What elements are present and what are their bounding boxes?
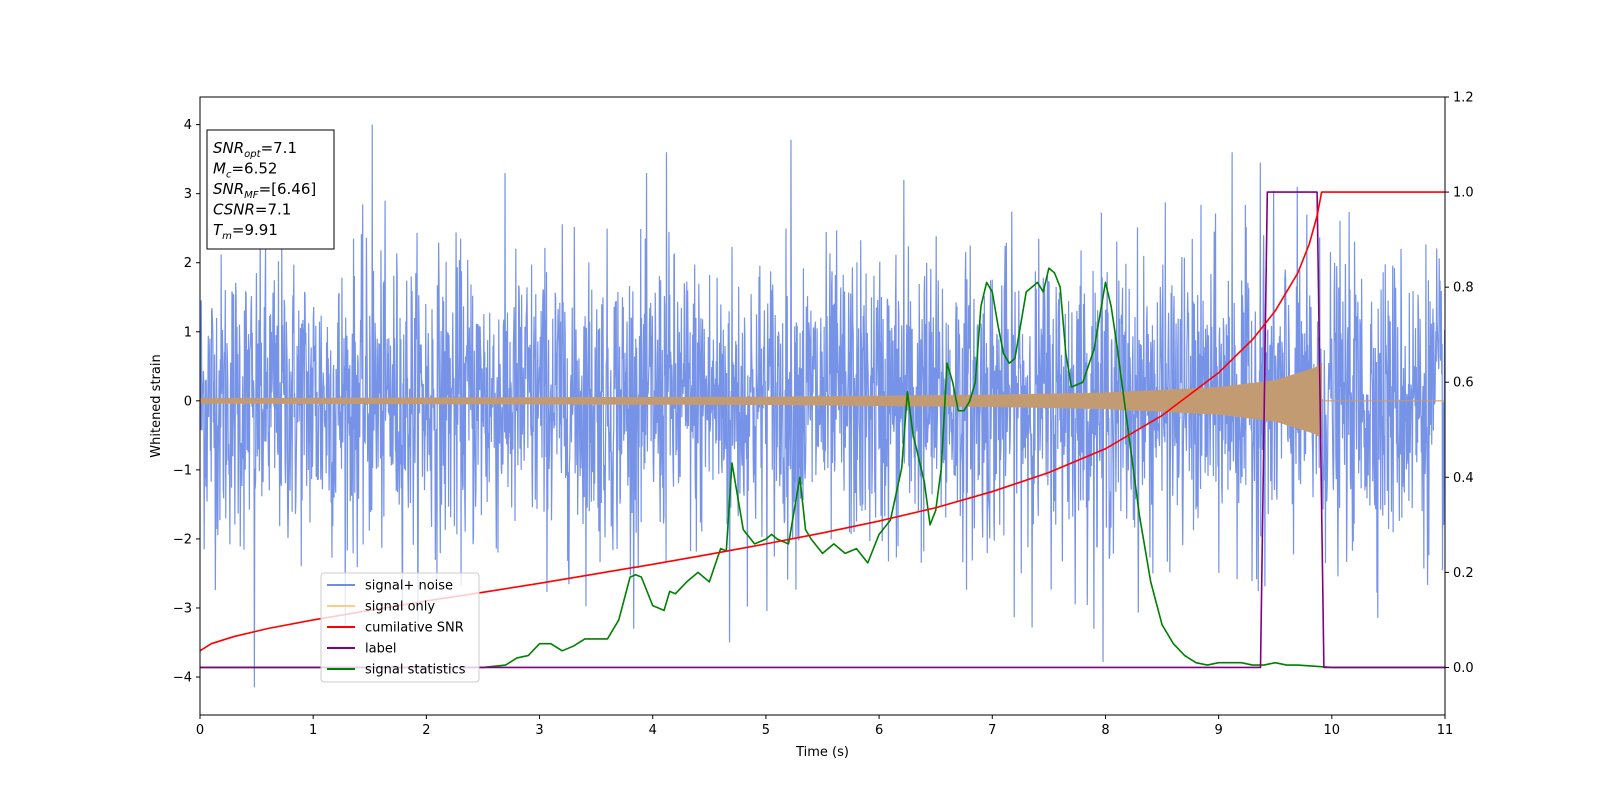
y-right-tick-label: 0.8 [1453,281,1474,296]
x-tick-label: 10 [1324,723,1341,738]
y-left-tick-label: 2 [184,256,192,271]
x-tick-label: 11 [1437,723,1454,738]
y-axis-left: −4 −3 −2 −1 0 1 2 3 4 [173,118,200,686]
x-tick-label: 0 [196,723,204,738]
axes-frame [199,96,1446,716]
x-tick-label: 1 [309,723,317,738]
annotation-line: CSNR=7.1 [213,201,291,219]
annotation-sub: opt [244,149,261,160]
annotation-base: M [213,160,226,178]
y-left-tick-label: −2 [173,532,192,547]
signal-only-line [200,362,1445,439]
signal-statistics-line [200,267,1445,669]
annotation-line: SNRopt=7.1 [213,139,297,160]
x-tick-label: 2 [422,723,430,738]
legend: signal+ noise signal only cumilative SNR la… [320,572,480,683]
y-right-tick-label: 1.2 [1453,91,1474,106]
legend-frame [320,572,480,683]
x-tick-label: 7 [988,723,996,738]
annotation-base: CSNR [213,201,255,219]
legend-label: signal+ noise [365,579,453,594]
y-left-tick-label: −1 [173,463,192,478]
annotation-sub: m [222,231,232,242]
x-axis: 0 1 2 3 4 5 6 7 8 9 10 11 [196,715,1453,738]
annotation-base: SNR [213,139,244,157]
x-tick-label: 4 [649,723,657,738]
y-left-tick-label: 4 [184,118,192,133]
x-tick-label: 3 [535,723,543,738]
annotation-value: =[6.46] [259,180,317,198]
legend-label: label [365,642,396,657]
label-line [200,191,1445,669]
annotation-value: =9.91 [232,221,278,239]
annotation-value: =6.52 [231,160,277,178]
y-left-tick-label: −4 [173,671,192,686]
y-axis-right: 0.0 0.2 0.4 0.6 0.8 1.0 1.2 [1445,91,1474,676]
y-left-tick-label: 3 [184,187,192,202]
y-left-tick-label: 0 [184,394,192,409]
y-right-tick-label: 1.0 [1453,186,1474,201]
y-right-tick-label: 0.2 [1453,566,1474,581]
x-tick-label: 6 [875,723,883,738]
y-right-tick-label: 0.4 [1453,471,1474,486]
annotation-value: =7.1 [261,139,297,157]
annotation-value: =7.1 [255,201,291,219]
annotation-sub: c [226,170,232,181]
y-left-tick-label: 1 [184,325,192,340]
series-signal-only [200,362,1445,439]
annotation-frame [206,129,335,250]
annotation-base: T [213,221,224,239]
annotation-line: Mc=6.52 [213,160,277,181]
legend-label: signal statistics [365,663,466,678]
annotation-line: SNRMF=[6.46] [213,180,316,201]
legend-label: signal only [365,600,435,615]
annotation-sub: MF [244,190,259,201]
x-tick-label: 9 [1214,723,1222,738]
y-left-tick-label: −3 [173,601,192,616]
x-tick-label: 5 [762,723,770,738]
y-right-tick-label: 0.0 [1453,661,1474,676]
x-tick-label: 8 [1101,723,1109,738]
annotation-base: SNR [213,180,244,198]
x-axis-label: Time (s) [795,745,849,760]
legend-label: cumilative SNR [365,621,464,636]
y-axis-label: Whitened strain [149,354,164,457]
annotation-line: Tm=9.91 [213,221,278,242]
y-right-tick-label: 0.6 [1453,376,1474,391]
stats-annotation-box: SNRopt=7.1Mc=6.52SNRMF=[6.46]CSNR=7.1Tm=… [206,129,335,250]
